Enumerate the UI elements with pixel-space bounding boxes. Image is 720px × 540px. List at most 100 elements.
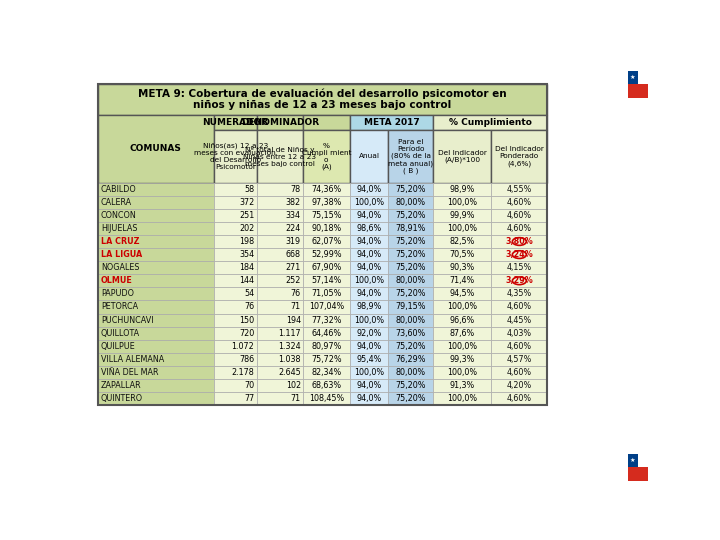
Text: 75,20%: 75,20% bbox=[395, 250, 426, 259]
Bar bbox=[256, 379, 303, 392]
Text: 75,20%: 75,20% bbox=[395, 237, 426, 246]
Text: 57,14%: 57,14% bbox=[311, 276, 341, 285]
Text: Para el
Período
(80% de la
meta anual)
( B ): Para el Período (80% de la meta anual) (… bbox=[388, 139, 433, 174]
Bar bbox=[303, 379, 350, 392]
Text: 4,03%: 4,03% bbox=[507, 329, 532, 338]
Text: 87,6%: 87,6% bbox=[450, 329, 475, 338]
Bar bbox=[303, 287, 350, 300]
Bar bbox=[303, 261, 350, 274]
Text: 74,36%: 74,36% bbox=[311, 185, 341, 194]
Text: 80,00%: 80,00% bbox=[396, 198, 426, 207]
Text: 252: 252 bbox=[285, 276, 301, 285]
Bar bbox=[433, 209, 492, 222]
Text: 94,0%: 94,0% bbox=[356, 381, 382, 390]
Text: 94,0%: 94,0% bbox=[356, 185, 382, 194]
Bar bbox=[214, 235, 256, 248]
Bar bbox=[350, 274, 388, 287]
Text: 75,72%: 75,72% bbox=[311, 355, 342, 364]
Text: 80,00%: 80,00% bbox=[396, 276, 426, 285]
Bar bbox=[256, 235, 303, 248]
Text: 4,60%: 4,60% bbox=[507, 211, 532, 220]
Bar bbox=[256, 183, 303, 195]
Text: 79,15%: 79,15% bbox=[395, 302, 426, 312]
Bar bbox=[98, 300, 214, 314]
Bar bbox=[433, 115, 547, 130]
Bar bbox=[256, 195, 303, 209]
Bar bbox=[350, 379, 388, 392]
Text: DENOMINADOR: DENOMINADOR bbox=[240, 118, 319, 127]
Text: 77,32%: 77,32% bbox=[311, 315, 341, 325]
Text: 4,45%: 4,45% bbox=[507, 315, 532, 325]
Bar bbox=[214, 130, 256, 183]
Bar bbox=[492, 340, 547, 353]
Bar bbox=[492, 353, 547, 366]
Bar bbox=[214, 183, 256, 195]
Text: 224: 224 bbox=[286, 224, 301, 233]
Bar bbox=[98, 340, 214, 353]
Bar bbox=[256, 300, 303, 314]
Bar bbox=[256, 287, 303, 300]
Text: 99,9%: 99,9% bbox=[449, 211, 475, 220]
Bar bbox=[256, 327, 303, 340]
Bar bbox=[628, 71, 638, 84]
Bar bbox=[303, 274, 350, 287]
Bar bbox=[388, 353, 433, 366]
Text: 102: 102 bbox=[286, 381, 301, 390]
Bar bbox=[492, 314, 547, 327]
Text: 100,0%: 100,0% bbox=[447, 198, 477, 207]
Text: 76,29%: 76,29% bbox=[395, 355, 426, 364]
Bar bbox=[303, 340, 350, 353]
Bar bbox=[388, 300, 433, 314]
Text: 73,60%: 73,60% bbox=[396, 329, 426, 338]
Text: LA CRUZ: LA CRUZ bbox=[101, 237, 140, 246]
Bar bbox=[98, 84, 547, 115]
Bar bbox=[350, 340, 388, 353]
Text: 54: 54 bbox=[244, 289, 254, 299]
Text: 71,4%: 71,4% bbox=[450, 276, 475, 285]
Text: 4,57%: 4,57% bbox=[507, 355, 532, 364]
Text: PUCHUNCAVI: PUCHUNCAVI bbox=[101, 315, 153, 325]
Bar bbox=[303, 353, 350, 366]
Text: QUINTERO: QUINTERO bbox=[101, 394, 143, 403]
Text: 98,9%: 98,9% bbox=[450, 185, 475, 194]
Text: %
Cumpli mient
o
(A): % Cumpli mient o (A) bbox=[302, 143, 351, 170]
Text: 75,20%: 75,20% bbox=[395, 381, 426, 390]
Bar bbox=[388, 222, 433, 235]
Bar bbox=[303, 195, 350, 209]
Text: 108,45%: 108,45% bbox=[309, 394, 344, 403]
Bar bbox=[214, 248, 256, 261]
Bar bbox=[388, 340, 433, 353]
Bar bbox=[98, 183, 214, 195]
Bar bbox=[433, 183, 492, 195]
Text: 4,60%: 4,60% bbox=[507, 302, 532, 312]
Bar bbox=[350, 366, 388, 379]
Bar bbox=[256, 274, 303, 287]
Text: 92,0%: 92,0% bbox=[356, 329, 382, 338]
Bar bbox=[350, 314, 388, 327]
Bar bbox=[98, 195, 214, 209]
Bar bbox=[350, 300, 388, 314]
Text: Del Indicador
Ponderado
(4,6%): Del Indicador Ponderado (4,6%) bbox=[495, 146, 544, 167]
Bar bbox=[388, 314, 433, 327]
Bar bbox=[350, 115, 433, 130]
Text: HIJUELAS: HIJUELAS bbox=[101, 224, 138, 233]
Bar bbox=[433, 287, 492, 300]
Text: 94,0%: 94,0% bbox=[356, 237, 382, 246]
Bar bbox=[256, 261, 303, 274]
Text: 64,46%: 64,46% bbox=[311, 329, 341, 338]
Text: META 2017: META 2017 bbox=[364, 118, 419, 127]
Text: 382: 382 bbox=[286, 198, 301, 207]
Bar bbox=[98, 248, 214, 261]
Bar bbox=[350, 222, 388, 235]
Text: 62,07%: 62,07% bbox=[311, 237, 341, 246]
Bar bbox=[433, 195, 492, 209]
Text: Nº total de Niños y
Niñas entre 12 a 23
meses bajo control: Nº total de Niños y Niñas entre 12 a 23 … bbox=[243, 146, 316, 167]
Bar bbox=[303, 366, 350, 379]
Text: 58: 58 bbox=[244, 185, 254, 194]
Bar bbox=[214, 340, 256, 353]
Bar bbox=[350, 183, 388, 195]
Bar bbox=[214, 287, 256, 300]
Bar bbox=[303, 209, 350, 222]
Text: 150: 150 bbox=[239, 315, 254, 325]
Bar bbox=[98, 314, 214, 327]
